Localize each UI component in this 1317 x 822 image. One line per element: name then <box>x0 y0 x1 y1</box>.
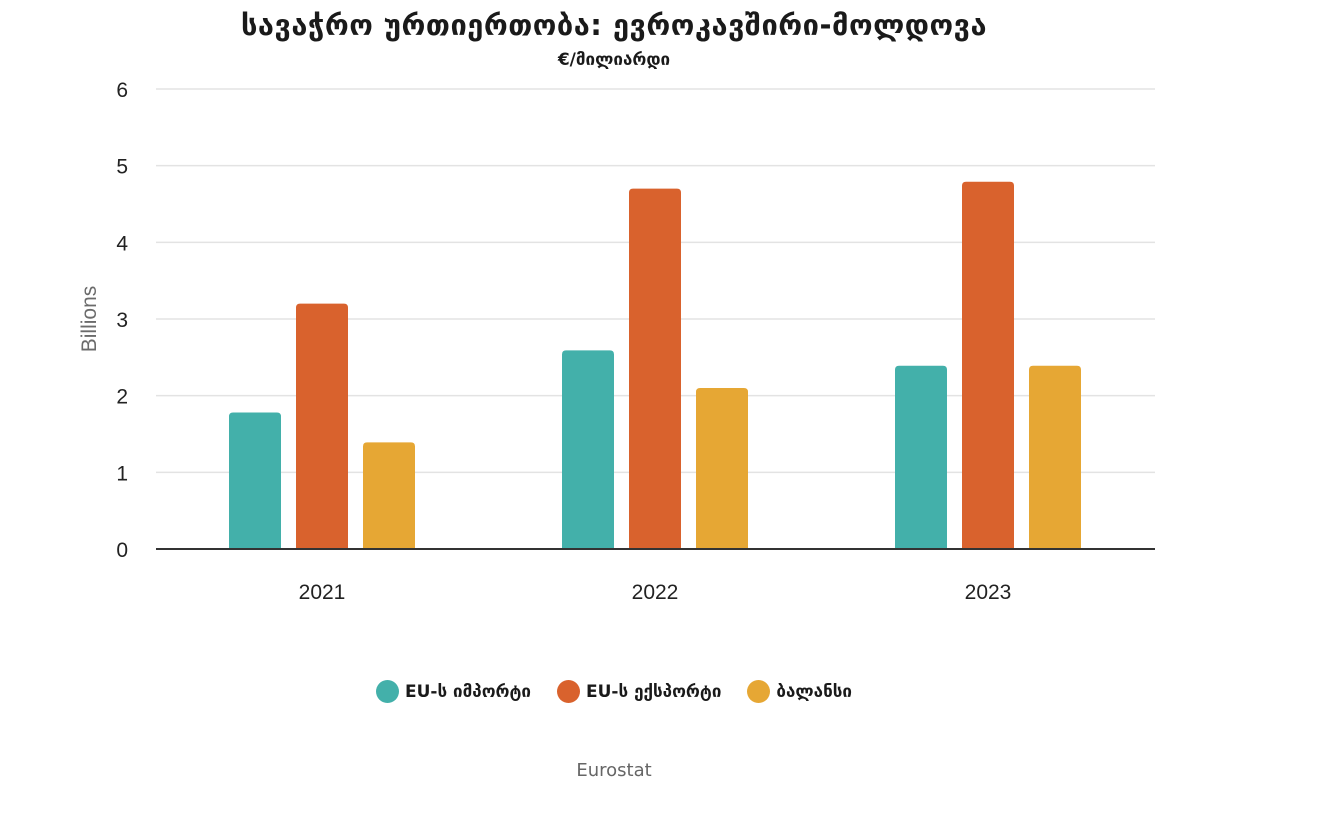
legend: EU-ს იმპორტი EU-ს ექსპორტი ბალანსი <box>0 680 1228 703</box>
y-axis-title: Billions <box>78 286 101 353</box>
bar-chart: 0 1 2 3 4 5 6 Billions 2021 2022 2023 <box>78 79 1155 604</box>
bar-2021-series-0[interactable] <box>229 412 281 549</box>
bar-2023-series-0[interactable] <box>895 365 947 549</box>
legend-swatch <box>557 680 581 703</box>
y-tick-label: 1 <box>116 462 128 485</box>
bar-2023-series-2[interactable] <box>1029 365 1081 549</box>
y-tick-label: 5 <box>116 156 128 179</box>
chart-subtitle: €/მილიარდი <box>557 50 671 70</box>
y-tick-label: 2 <box>116 386 128 409</box>
tick-labels: 0 1 2 3 4 5 6 Billions 2021 2022 2023 <box>78 79 1011 604</box>
legend-swatch <box>375 680 399 703</box>
legend-item[interactable]: EU-ს ექსპორტი <box>557 680 721 703</box>
bar-2022-series-0[interactable] <box>562 350 614 549</box>
y-tick-label: 6 <box>116 79 128 102</box>
bar-2023-series-1[interactable] <box>962 181 1014 549</box>
legend-item[interactable]: EU-ს იმპორტი <box>375 680 532 703</box>
legend-item[interactable]: ბალანსი <box>747 680 852 703</box>
legend-label: EU-ს იმპორტი <box>404 681 532 702</box>
chart-title: სავაჭრო ურთიერთობა: ევროკავშირი-მოლდოვა <box>240 8 988 42</box>
y-tick-label: 0 <box>116 539 128 562</box>
source-label: Eurostat <box>576 760 652 781</box>
x-tick-label: 2023 <box>965 581 1012 604</box>
bar-2022-series-2[interactable] <box>696 388 748 549</box>
legend-label: EU-ს ექსპორტი <box>586 681 722 702</box>
bars <box>229 181 1081 549</box>
x-tick-label: 2022 <box>632 581 679 604</box>
legend-swatch <box>747 680 771 703</box>
bar-2022-series-1[interactable] <box>629 188 681 549</box>
bar-2021-series-1[interactable] <box>296 303 348 549</box>
legend-label: ბალანსი <box>776 681 852 702</box>
bar-2021-series-2[interactable] <box>363 442 415 549</box>
x-tick-label: 2021 <box>299 581 346 604</box>
y-tick-label: 3 <box>116 309 128 332</box>
y-tick-label: 4 <box>116 232 128 255</box>
